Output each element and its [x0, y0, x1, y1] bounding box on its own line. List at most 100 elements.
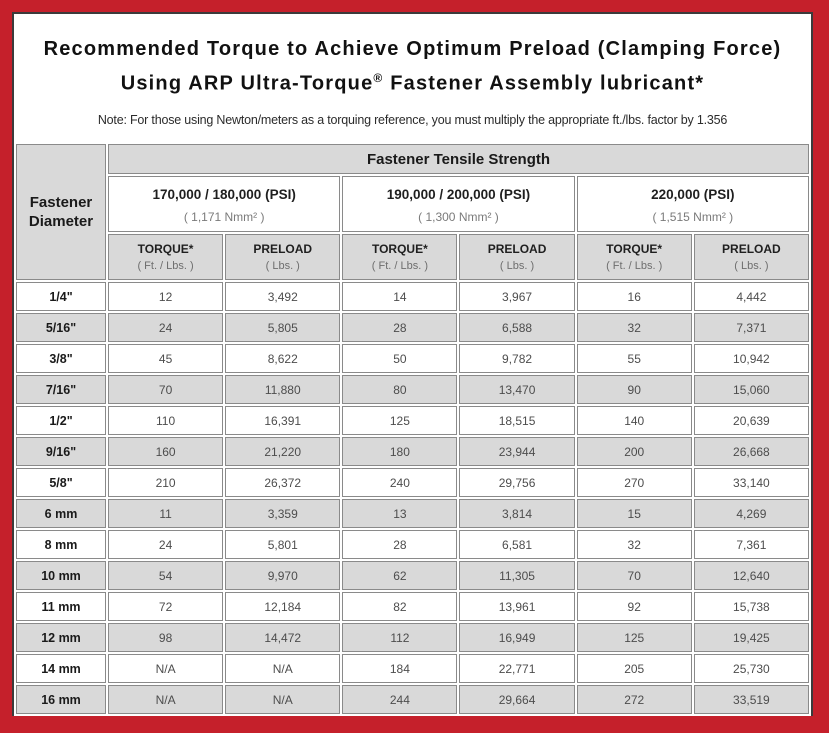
torque-value-cell: 240	[342, 468, 458, 497]
preload-value-cell: 15,060	[693, 375, 809, 404]
fastener-diameter-header-label: Fastener Diameter	[28, 194, 94, 230]
torque-value-cell: 270	[576, 468, 692, 497]
page-title-line1: Recommended Torque to Achieve Optimum Pr…	[43, 38, 782, 60]
torque-value-cell: 210	[108, 468, 224, 497]
torque-value-cell: 45	[108, 344, 224, 373]
preload-unit: ( Lbs. )	[499, 260, 535, 272]
fastener-diameter-cell: 14 mm	[16, 654, 106, 683]
title-block: Recommended Torque to Achieve Optimum Pr…	[14, 14, 811, 142]
header-row-units: TORQUE* ( Ft. / Lbs. ) PRELOAD ( Lbs. ) …	[16, 234, 809, 280]
torque-value-cell: 244	[342, 685, 458, 714]
preload-value-cell: 6,581	[459, 530, 575, 559]
table-row: 16 mm N/A N/A 244 29,664 272 33,519	[16, 685, 809, 714]
preload-value-cell: 7,371	[693, 313, 809, 342]
preload-value-cell: 9,970	[225, 561, 341, 590]
preload-value-cell: 13,961	[459, 592, 575, 621]
preload-value-cell: 3,967	[459, 282, 575, 311]
preload-value-cell: 26,668	[693, 437, 809, 466]
torque-value-cell: 12	[108, 282, 224, 311]
fastener-diameter-cell: 10 mm	[16, 561, 106, 590]
psi-group-3-nmm: ( 1,515 Nmm² )	[652, 209, 734, 224]
torque-column-header: TORQUE* ( Ft. / Lbs. )	[576, 234, 692, 280]
header-row-psi: 170,000 / 180,000 (PSI) ( 1,171 Nmm² ) 1…	[16, 176, 809, 232]
table-row: 1/4" 12 3,492 14 3,967 16 4,442	[16, 282, 809, 311]
preload-value-cell: 3,359	[225, 499, 341, 528]
table-row: 12 mm 98 14,472 112 16,949 125 19,425	[16, 623, 809, 652]
preload-unit: ( Lbs. )	[734, 260, 769, 272]
preload-value-cell: 6,588	[459, 313, 575, 342]
registered-trademark-symbol: ®	[373, 71, 384, 85]
preload-unit: ( Lbs. )	[265, 260, 300, 272]
torque-column-header: TORQUE* ( Ft. / Lbs. )	[108, 234, 224, 280]
table-row: 5/8" 210 26,372 240 29,756 270 33,140	[16, 468, 809, 497]
preload-value-cell: 3,814	[459, 499, 575, 528]
preload-value-cell: N/A	[225, 685, 341, 714]
table-row: 9/16" 160 21,220 180 23,944 200 26,668	[16, 437, 809, 466]
fastener-diameter-cell: 9/16"	[16, 437, 106, 466]
preload-column-header: PRELOAD ( Lbs. )	[459, 234, 575, 280]
torque-value-cell: 80	[342, 375, 458, 404]
torque-unit: ( Ft. / Lbs. )	[137, 260, 194, 272]
preload-value-cell: 33,519	[693, 685, 809, 714]
psi-group-2-label: 190,000 / 200,000 (PSI)	[386, 186, 531, 202]
torque-value-cell: 200	[576, 437, 692, 466]
torque-value-cell: 24	[108, 313, 224, 342]
preload-value-cell: 5,805	[225, 313, 341, 342]
preload-value-cell: 10,942	[693, 344, 809, 373]
torque-value-cell: 28	[342, 313, 458, 342]
table-row: 11 mm 72 12,184 82 13,961 92 15,738	[16, 592, 809, 621]
torque-value-cell: 70	[576, 561, 692, 590]
table-row: 8 mm 24 5,801 28 6,581 32 7,361	[16, 530, 809, 559]
fastener-diameter-cell: 8 mm	[16, 530, 106, 559]
preload-label: PRELOAD	[253, 242, 313, 256]
preload-value-cell: 4,442	[693, 282, 809, 311]
psi-group-3-label: 220,000 (PSI)	[651, 186, 735, 202]
preload-value-cell: 21,220	[225, 437, 341, 466]
fastener-diameter-cell: 16 mm	[16, 685, 106, 714]
torque-value-cell: 28	[342, 530, 458, 559]
torque-value-cell: 140	[576, 406, 692, 435]
preload-value-cell: 7,361	[693, 530, 809, 559]
preload-value-cell: 23,944	[459, 437, 575, 466]
preload-value-cell: 29,664	[459, 685, 575, 714]
torque-unit: ( Ft. / Lbs. )	[606, 260, 663, 272]
preload-value-cell: 4,269	[693, 499, 809, 528]
torque-value-cell: 14	[342, 282, 458, 311]
torque-value-cell: 205	[576, 654, 692, 683]
torque-value-cell: 72	[108, 592, 224, 621]
psi-group-3-header: 220,000 (PSI) ( 1,515 Nmm² )	[576, 176, 809, 232]
torque-value-cell: 180	[342, 437, 458, 466]
preload-value-cell: N/A	[225, 654, 341, 683]
preload-column-header: PRELOAD ( Lbs. )	[693, 234, 809, 280]
fastener-diameter-cell: 5/8"	[16, 468, 106, 497]
fastener-diameter-cell: 3/8"	[16, 344, 106, 373]
torque-value-cell: 125	[576, 623, 692, 652]
table-row: 3/8" 45 8,622 50 9,782 55 10,942	[16, 344, 809, 373]
table-row: 6 mm 11 3,359 13 3,814 15 4,269	[16, 499, 809, 528]
preload-value-cell: 12,184	[225, 592, 341, 621]
preload-value-cell: 13,470	[459, 375, 575, 404]
table-row: 14 mm N/A N/A 184 22,771 205 25,730	[16, 654, 809, 683]
psi-group-2-header: 190,000 / 200,000 (PSI) ( 1,300 Nmm² )	[342, 176, 575, 232]
preload-value-cell: 19,425	[693, 623, 809, 652]
psi-group-2-nmm: ( 1,300 Nmm² )	[418, 209, 499, 224]
table-body: 1/4" 12 3,492 14 3,967 16 4,442 5/16" 24 5,805 28 6…	[16, 282, 809, 714]
torque-value-cell: 98	[108, 623, 224, 652]
torque-value-cell: 70	[108, 375, 224, 404]
torque-value-cell: 55	[576, 344, 692, 373]
torque-value-cell: 272	[576, 685, 692, 714]
psi-group-1-label: 170,000 / 180,000 (PSI)	[152, 186, 296, 202]
fastener-diameter-cell: 7/16"	[16, 375, 106, 404]
table-row: 10 mm 54 9,970 62 11,305 70 12,640	[16, 561, 809, 590]
torque-value-cell: 90	[576, 375, 692, 404]
torque-value-cell: 112	[342, 623, 458, 652]
preload-value-cell: 18,515	[459, 406, 575, 435]
preload-value-cell: 16,391	[225, 406, 341, 435]
fastener-diameter-header: Fastener Diameter	[16, 144, 106, 280]
preload-value-cell: 3,492	[225, 282, 341, 311]
preload-value-cell: 5,801	[225, 530, 341, 559]
torque-value-cell: 32	[576, 313, 692, 342]
preload-value-cell: 11,305	[459, 561, 575, 590]
fastener-diameter-cell: 12 mm	[16, 623, 106, 652]
